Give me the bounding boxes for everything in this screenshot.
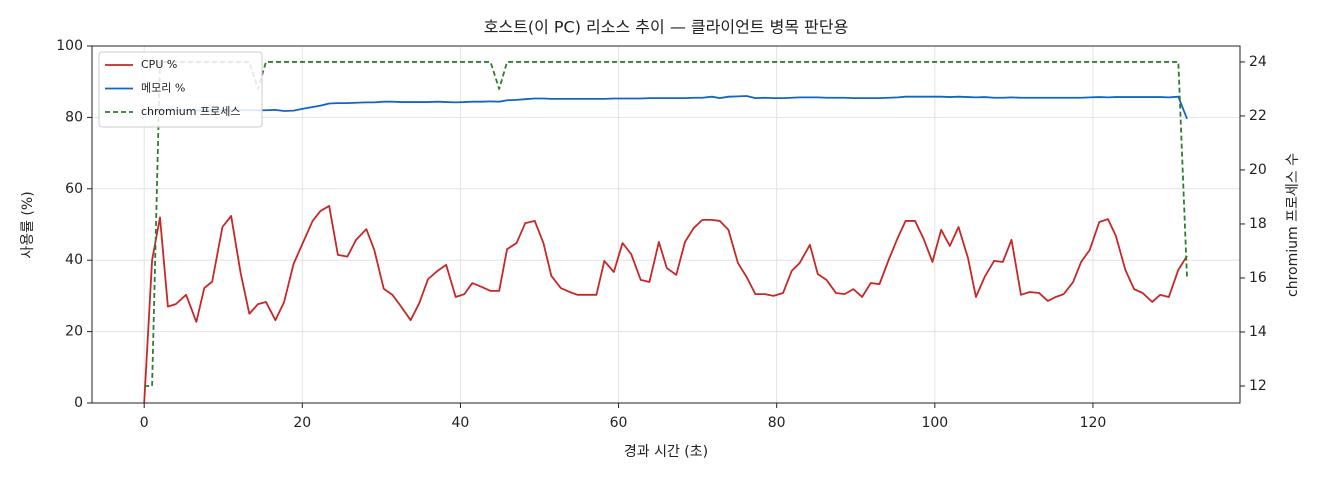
y-tick-label: 0 bbox=[74, 395, 83, 411]
y2-tick-label: 18 bbox=[1249, 216, 1267, 232]
x-tick-label: 60 bbox=[610, 415, 628, 431]
plot-frame bbox=[91, 45, 1241, 404]
x-tick-label: 20 bbox=[293, 415, 311, 431]
legend: CPU % 메모리 % chromium 프로세스 bbox=[98, 51, 263, 128]
x-tick-label: 0 bbox=[140, 415, 149, 431]
x-tick-label: 100 bbox=[921, 415, 948, 431]
y-axis-label: 사용률 (%) bbox=[20, 191, 36, 258]
y-tick-label: 100 bbox=[56, 38, 83, 54]
y-tick-label: 60 bbox=[65, 181, 83, 197]
x-axis-label: 경과 시간 (초) bbox=[624, 444, 708, 460]
y2-tick-label: 20 bbox=[1249, 162, 1267, 178]
y2-tick-label: 14 bbox=[1249, 324, 1267, 340]
y2-tick-label: 24 bbox=[1249, 54, 1267, 70]
series-line bbox=[144, 61, 1188, 387]
y-tick-label: 20 bbox=[65, 324, 83, 340]
series-line bbox=[143, 205, 1188, 404]
x-tick-label: 80 bbox=[768, 415, 786, 431]
y2-tick-label: 22 bbox=[1249, 108, 1267, 124]
y2-tick-label: 12 bbox=[1249, 378, 1267, 394]
y2-tick-label: 16 bbox=[1249, 270, 1267, 286]
y-tick-label: 40 bbox=[65, 252, 83, 268]
legend-label: 메모리 % bbox=[141, 82, 185, 95]
legend-label: CPU % bbox=[141, 58, 177, 71]
x-tick-label: 120 bbox=[1080, 415, 1107, 431]
x-tick-label: 40 bbox=[452, 415, 470, 431]
series-line bbox=[143, 95, 1188, 120]
y2-axis-label: chromium 프로세스 수 bbox=[1285, 153, 1301, 297]
plot-lines bbox=[143, 61, 1188, 404]
y-tick-label: 80 bbox=[65, 109, 83, 125]
grid bbox=[92, 45, 1240, 404]
legend-box bbox=[98, 51, 263, 128]
chart-title: 호스트(이 PC) 리소스 추이 — 클라이언트 병목 판단용 bbox=[484, 18, 849, 37]
legend-label: chromium 프로세스 bbox=[141, 105, 240, 118]
